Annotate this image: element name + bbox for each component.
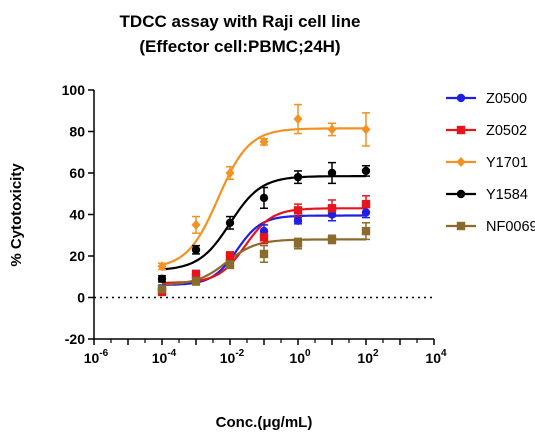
data-point-z0502 bbox=[293, 206, 303, 215]
chart-title: TDCC assay with Raji cell line bbox=[120, 12, 361, 31]
data-point-z0502 bbox=[191, 270, 201, 279]
data-point-nf0069 bbox=[327, 235, 337, 244]
y-tick-label: 20 bbox=[69, 248, 85, 264]
x-tick-label: 10-6 bbox=[84, 348, 109, 366]
data-point-nf0069 bbox=[361, 226, 371, 236]
data-point-nf0069 bbox=[157, 285, 167, 294]
data-point-y1701 bbox=[293, 114, 303, 125]
y-tick-label: 40 bbox=[69, 207, 85, 223]
legend-item-y1701: Y1701 bbox=[446, 155, 528, 171]
x-tick-label: 100 bbox=[289, 348, 311, 366]
data-point-y1584 bbox=[361, 166, 371, 176]
legend-label: Y1701 bbox=[486, 155, 528, 171]
data-point-y1701 bbox=[225, 168, 235, 178]
legend-item-z0500: Z0500 bbox=[446, 91, 527, 107]
data-point-z0502 bbox=[327, 204, 337, 213]
x-tick-label: 102 bbox=[357, 348, 379, 366]
data-point-y1584 bbox=[191, 245, 201, 254]
legend-marker bbox=[456, 157, 466, 167]
data-point-z0500 bbox=[293, 216, 303, 225]
data-point-z0502 bbox=[259, 233, 269, 242]
x-tick-label: 104 bbox=[425, 348, 447, 366]
data-point-y1584 bbox=[327, 168, 337, 178]
data-point-y1584 bbox=[225, 218, 235, 227]
data-point-y1701 bbox=[361, 124, 371, 135]
data-point-y1584 bbox=[157, 274, 167, 284]
data-point-z0502 bbox=[361, 199, 371, 209]
data-point-y1701 bbox=[259, 136, 269, 147]
legend-item-z0502: Z0502 bbox=[446, 123, 527, 139]
data-point-z0502 bbox=[225, 251, 235, 261]
legend-label: NF0069 bbox=[486, 219, 535, 235]
legend-marker bbox=[456, 93, 466, 103]
data-point-y1701 bbox=[157, 261, 167, 272]
data-point-y1701 bbox=[327, 124, 337, 135]
x-axis-title: Conc.(μg/mL) bbox=[216, 414, 313, 431]
data-point-y1584 bbox=[293, 172, 303, 182]
legend-label: Y1584 bbox=[486, 187, 528, 203]
y-tick-label: -20 bbox=[65, 331, 85, 347]
x-tick-label: 10-2 bbox=[220, 348, 245, 366]
x-tick-label: 10-4 bbox=[152, 348, 177, 366]
data-point-nf0069 bbox=[191, 276, 201, 286]
legend-item-nf0069: NF0069 bbox=[446, 219, 535, 235]
data-point-y1701 bbox=[191, 219, 201, 230]
y-tick-label: 100 bbox=[62, 82, 86, 98]
y-tick-label: 60 bbox=[69, 165, 85, 181]
data-point-nf0069 bbox=[259, 249, 269, 259]
chart-subtitle: (Effector cell:PBMC;24H) bbox=[139, 37, 340, 56]
y-axis-title: % Cytotoxicity bbox=[8, 163, 25, 267]
legend-marker bbox=[456, 189, 466, 199]
legend-marker bbox=[456, 125, 466, 135]
legend-label: Z0500 bbox=[486, 91, 527, 107]
legend-label: Z0502 bbox=[486, 123, 527, 139]
y-tick-label: 80 bbox=[69, 124, 85, 140]
legend-item-y1584: Y1584 bbox=[446, 187, 528, 203]
y-tick-label: 0 bbox=[77, 290, 85, 306]
data-point-z0500 bbox=[361, 208, 371, 217]
data-point-nf0069 bbox=[293, 239, 303, 248]
data-point-y1584 bbox=[259, 193, 269, 203]
legend-marker bbox=[456, 221, 466, 231]
data-point-nf0069 bbox=[225, 260, 235, 269]
